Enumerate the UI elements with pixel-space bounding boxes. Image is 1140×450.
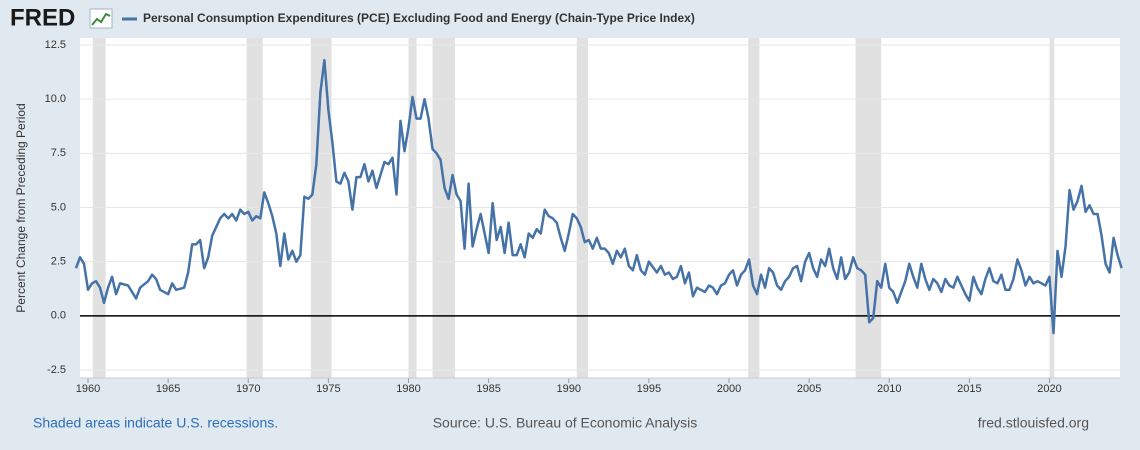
series-line <box>74 58 1123 335</box>
y-tick-label: 12.5 <box>45 39 66 51</box>
legend-label: Personal Consumption Expenditures (PCE) … <box>143 11 695 25</box>
recession-note[interactable]: Shaded areas indicate U.S. recessions. <box>33 415 278 431</box>
x-tick-label: 1980 <box>396 383 420 395</box>
x-tick-label: 1985 <box>476 383 500 395</box>
x-tick-label: 1990 <box>557 383 581 395</box>
x-tick-label: 2020 <box>1037 383 1061 395</box>
y-tick-label: 10.0 <box>45 93 66 105</box>
x-tick-label: 1965 <box>156 383 180 395</box>
y-tick-label: 7.5 <box>51 147 66 159</box>
x-tick-label: 1960 <box>76 383 100 395</box>
logo: FRED <box>10 4 75 31</box>
x-tick-label: 2015 <box>957 383 981 395</box>
y-tick-label: 5.0 <box>51 201 66 213</box>
y-tick-label: 0.0 <box>51 310 66 322</box>
source-note: Source: U.S. Bureau of Economic Analysis <box>433 415 698 431</box>
site-link[interactable]: fred.stlouisfed.org <box>978 415 1089 431</box>
x-tick-label: 2005 <box>797 383 821 395</box>
y-axis-label: Percent Change from Preceding Period <box>14 103 28 312</box>
x-tick-label: 1995 <box>637 383 661 395</box>
x-tick-label: 2010 <box>877 383 901 395</box>
x-tick-label: 1970 <box>236 383 260 395</box>
y-tick-label: 2.5 <box>51 256 66 268</box>
x-tick-label: 2000 <box>717 383 741 395</box>
x-tick-label: 1975 <box>316 383 340 395</box>
y-tick-label: -2.5 <box>47 364 66 376</box>
logo-icon <box>89 8 113 29</box>
